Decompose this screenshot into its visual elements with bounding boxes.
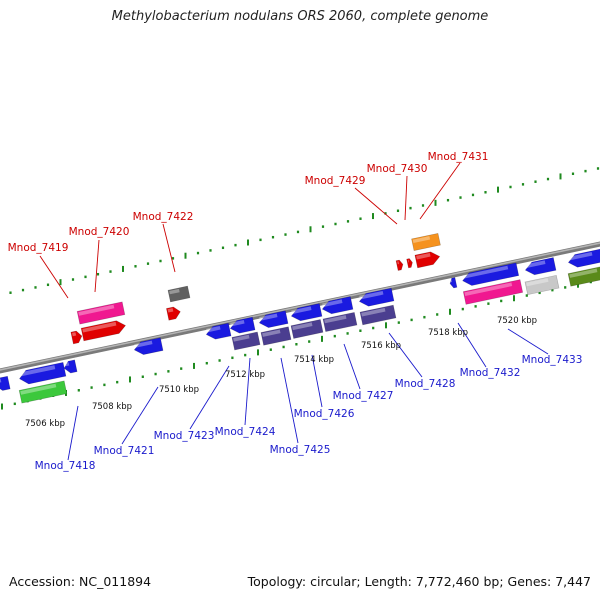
leader-line-top (419, 162, 461, 220)
gene-mnod-7420-box (76, 301, 126, 325)
kbp-label: 7506 kbp (25, 419, 65, 429)
gene-mnod-7431 (411, 232, 441, 252)
gene-label-bottom[interactable]: Mnod_7427 (333, 390, 394, 402)
gene-mnod-7422 (167, 285, 191, 303)
leader-line-bottom (67, 405, 79, 461)
gene-mnod-7424-box (231, 331, 261, 351)
gene-mnod-7420 (80, 320, 126, 342)
gene-label-bottom[interactable]: Mnod_7421 (94, 445, 155, 457)
kbp-label: 7518 kbp (428, 328, 468, 338)
gene-mnod-7418-box (18, 380, 68, 404)
gene-mnod-7429 (395, 259, 404, 271)
gene-mnod-7425 (258, 310, 289, 328)
gene-label-bottom[interactable]: Mnod_7423 (154, 430, 215, 442)
genome-title: Methylobacterium nodulans ORS 2060, comp… (111, 9, 489, 24)
top-gene-labels: Mnod_7419Mnod_7420Mnod_7422Mnod_7429Mnod… (8, 151, 489, 254)
bottom-gene-labels: Mnod_7418 Mnod_7421 Mnod_7423 Mnod_7424 Mnod… (35, 354, 583, 472)
gene-mnod-7432-box (462, 279, 524, 305)
gene-mnod-7426 (290, 303, 323, 322)
leader-line-top (39, 255, 69, 299)
gene-label-bottom[interactable]: Mnod_7424 (215, 426, 276, 438)
leader-line-bottom (457, 322, 487, 368)
label-leaders (39, 162, 549, 461)
gene-mnod-7433 (524, 257, 557, 276)
leader-line-bottom (343, 343, 361, 390)
gene-label-top[interactable]: Mnod_7420 (69, 226, 130, 238)
gene-mnod-7434-box (567, 265, 600, 287)
kbp-label: 7520 kbp (497, 316, 537, 326)
gene-label-bottom[interactable]: Mnod_7432 (460, 367, 521, 379)
gene-mnod-7432 (462, 262, 520, 286)
leader-line-bottom (189, 365, 230, 430)
leader-line-bottom (121, 386, 159, 445)
gene-label-bottom[interactable]: Mnod_7433 (522, 354, 583, 366)
leader-line-top (94, 239, 100, 293)
gene-mnod-7421 (133, 337, 164, 355)
leader-line-bottom (507, 328, 549, 355)
gene-mnod-7430-a (406, 258, 413, 269)
accession-text: Accession: NC_011894 (9, 574, 152, 589)
kbp-label: 7516 kbp (361, 341, 401, 351)
kbp-label: 7510 kbp (159, 385, 199, 395)
kbp-label: 7508 kbp (92, 402, 132, 412)
gene-mnod-7430 (414, 251, 441, 269)
gene-mnod-7426-box (290, 319, 324, 339)
gene-label-bottom[interactable]: Mnod_7425 (270, 444, 331, 456)
gene-mnod-7423 (205, 322, 232, 340)
genome-backbone (0, 241, 600, 374)
gene-label-top[interactable]: Mnod_7422 (133, 211, 194, 223)
kbp-label: 7512 kbp (225, 370, 265, 380)
gene-mnod-7432-a (449, 277, 458, 289)
gene-mnod-7427 (321, 296, 354, 315)
gene-mnod-7417 (0, 375, 11, 391)
gene-mnod-7418-a (19, 362, 67, 385)
gene-label-top[interactable]: Mnod_7419 (8, 242, 69, 254)
kbp-labels: 7506 kbp 7508 kbp 7510 kbp 7512 kbp 7514 kbp… (25, 316, 537, 429)
leader-line-top (354, 187, 398, 225)
gene-mnod-7418-b (63, 359, 78, 374)
gene-label-bottom[interactable]: Mnod_7418 (35, 460, 96, 472)
leader-line-top (404, 175, 408, 221)
gene-mnod-7433-box (524, 274, 560, 296)
leader-line-bottom (280, 357, 299, 444)
topology-text: Topology: circular; Length: 7,772,460 bp… (247, 574, 591, 589)
leader-line-bottom (244, 357, 251, 426)
gene-mnod-7428-box (359, 304, 397, 326)
gene-mnod-7434 (567, 248, 600, 268)
gene-label-bottom[interactable]: Mnod_7428 (395, 378, 456, 390)
gene-label-top[interactable]: Mnod_7429 (305, 175, 366, 187)
gene-mnod-7428 (358, 287, 395, 307)
gene-label-top[interactable]: Mnod_7431 (428, 151, 489, 163)
kbp-label: 7514 kbp (294, 355, 334, 365)
leader-line-top (162, 223, 176, 273)
gene-mnod-7419 (70, 330, 83, 345)
gene-mnod-7424 (229, 316, 256, 334)
gene-label-top[interactable]: Mnod_7430 (367, 163, 428, 175)
gene-mnod-7422-a (166, 306, 181, 321)
gene-mnod-7427-box (322, 311, 358, 333)
leader-line-bottom (388, 332, 423, 378)
leader-line-bottom (311, 354, 323, 408)
gene-mnod-7425-box (260, 326, 292, 346)
gene-label-bottom[interactable]: Mnod_7426 (294, 408, 355, 420)
gene-features (0, 232, 600, 404)
